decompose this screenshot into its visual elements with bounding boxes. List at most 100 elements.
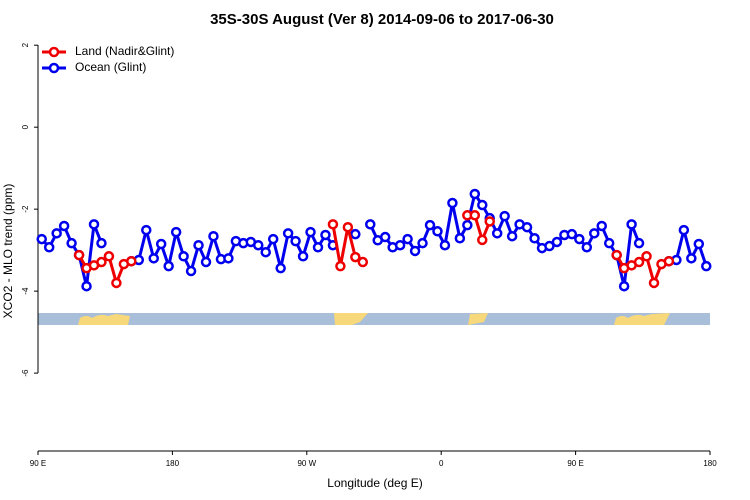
data-point <box>596 220 607 232</box>
data-point <box>253 239 264 251</box>
x-tick-label: 90 W <box>297 459 316 468</box>
data-point <box>260 246 271 258</box>
data-point <box>484 216 495 227</box>
data-point <box>394 239 406 251</box>
data-point <box>350 251 361 263</box>
data-point <box>529 233 540 244</box>
data-point <box>126 255 137 267</box>
data-point <box>663 255 675 267</box>
data-point <box>163 260 174 272</box>
data-point <box>477 234 488 246</box>
data-point <box>58 220 70 232</box>
data-point <box>701 260 712 272</box>
data-point <box>51 228 62 239</box>
data-point <box>618 280 630 292</box>
data-point <box>200 256 212 268</box>
y-tick-label: 0 <box>21 124 30 129</box>
data-point <box>357 256 369 268</box>
y-axis-label: XCO2 - MLO trend (ppm) <box>1 184 15 319</box>
data-point <box>96 256 107 268</box>
x-tick-label: 180 <box>703 459 717 468</box>
data-point <box>178 251 189 262</box>
data-point <box>409 245 421 257</box>
data-point <box>641 251 652 262</box>
data-point <box>424 219 436 231</box>
data-point <box>111 277 122 289</box>
data-point <box>312 242 324 253</box>
legend-marker <box>48 62 60 74</box>
legend-label: Ocean (Glint) <box>75 60 146 74</box>
data-point <box>469 188 481 200</box>
data-point <box>432 226 443 237</box>
data-point <box>521 221 533 233</box>
data-point <box>477 199 488 211</box>
series-line <box>40 222 103 288</box>
series-line <box>131 228 335 273</box>
data-point <box>678 224 690 236</box>
data-point <box>506 230 518 242</box>
data-point <box>305 226 316 238</box>
x-tick-label: 90 E <box>567 459 583 468</box>
data-point <box>365 219 376 230</box>
legend-marker <box>48 46 60 58</box>
data-point <box>66 237 77 249</box>
data-point <box>566 228 578 240</box>
data-point <box>693 238 705 250</box>
data-point <box>193 239 204 251</box>
data-point <box>447 197 458 209</box>
data-point <box>491 228 503 239</box>
data-point <box>544 240 555 252</box>
data-point <box>686 253 697 264</box>
data-point <box>633 256 645 268</box>
y-tick-label: -4 <box>21 287 30 295</box>
data-point <box>439 239 451 251</box>
data-point <box>603 237 615 249</box>
data-point <box>275 262 286 274</box>
data-point <box>43 242 55 253</box>
data-point <box>185 265 197 277</box>
data-point <box>103 251 115 262</box>
data-point <box>141 224 152 236</box>
data-point <box>574 233 585 245</box>
data-point <box>633 237 645 249</box>
data-point <box>327 219 339 230</box>
x-tick-label: 0 <box>439 459 444 468</box>
data-point <box>402 233 413 245</box>
data-point <box>73 249 85 261</box>
x-tick-label: 180 <box>166 459 180 468</box>
y-tick-label: 2 <box>21 42 30 47</box>
data-point <box>208 230 219 242</box>
y-tick-label: -2 <box>21 205 30 213</box>
y-tick-label: -6 <box>21 369 30 377</box>
data-point <box>88 219 100 230</box>
x-axis-label: Longitude (deg E) <box>327 476 422 490</box>
x-tick-label: 90 E <box>30 459 46 468</box>
data-point <box>462 219 473 231</box>
data-point <box>350 228 361 240</box>
data-point <box>469 210 481 221</box>
data-point <box>282 228 294 239</box>
data-point <box>335 260 346 272</box>
data-point <box>148 253 159 264</box>
data-point <box>648 277 660 289</box>
map-strip <box>38 313 710 325</box>
data-point <box>551 236 563 248</box>
data-point <box>36 233 47 245</box>
data-point <box>297 251 309 262</box>
data-point <box>499 210 510 222</box>
data-point <box>155 238 167 250</box>
data-point <box>626 219 637 230</box>
data-point <box>581 242 593 253</box>
data-point <box>267 233 279 245</box>
data-point <box>379 231 391 243</box>
data-point <box>223 253 234 264</box>
data-point <box>417 237 428 249</box>
data-point <box>589 228 600 239</box>
data-point <box>454 233 466 244</box>
legend-label: Land (Nadir&Glint) <box>75 44 174 58</box>
data-point <box>320 229 331 241</box>
data-point <box>170 226 182 238</box>
data-point <box>96 237 107 249</box>
data-point <box>342 221 354 233</box>
